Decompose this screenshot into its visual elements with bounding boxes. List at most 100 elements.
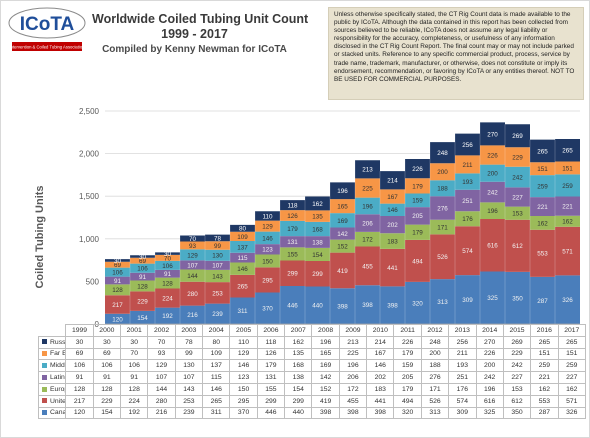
data-label: 196 bbox=[487, 208, 498, 215]
data-label: 171 bbox=[437, 224, 448, 231]
data-table-cell: 144 bbox=[147, 382, 176, 396]
data-table-year: 2011 bbox=[393, 324, 422, 337]
data-label: 224 bbox=[162, 295, 173, 302]
data-table-series-name: United States bbox=[37, 394, 67, 408]
data-table-row: Europe & Africa1281281281441431461501551… bbox=[37, 382, 587, 396]
data-table-cell: 128 bbox=[120, 382, 149, 396]
data-label: 30 bbox=[139, 254, 147, 261]
data-label: 30 bbox=[164, 251, 172, 258]
data-label: 91 bbox=[164, 271, 172, 278]
data-table-row: United States217229224280253265295299299… bbox=[37, 394, 587, 408]
legend-label: Latin America bbox=[50, 374, 65, 382]
data-table-cell: 200 bbox=[475, 359, 504, 373]
data-table-series-name: Canada bbox=[37, 406, 67, 420]
data-label: 159 bbox=[412, 198, 423, 205]
data-label: 162 bbox=[312, 201, 323, 208]
data-table-cell: 159 bbox=[393, 359, 422, 373]
legend-swatch bbox=[42, 351, 47, 357]
data-table-cell: 553 bbox=[530, 394, 559, 408]
y-tick-label: 2,000 bbox=[79, 150, 100, 159]
data-table-cell: 398 bbox=[338, 406, 368, 420]
data-label: 196 bbox=[362, 203, 373, 210]
data-table-cell: 259 bbox=[530, 359, 559, 373]
data-label: 131 bbox=[287, 239, 298, 246]
area-russia-cis-countries bbox=[105, 122, 580, 262]
data-table-cell: 309 bbox=[448, 406, 477, 420]
data-table-cell: 239 bbox=[174, 406, 204, 420]
data-table-cell: 70 bbox=[120, 347, 149, 361]
data-table-cell: 227 bbox=[557, 371, 587, 384]
logo-text: ICoTA bbox=[20, 14, 75, 35]
legend-swatch bbox=[42, 374, 47, 380]
data-label: 419 bbox=[337, 268, 348, 275]
data-table-cell: 494 bbox=[393, 394, 422, 408]
data-table-cell: 398 bbox=[366, 406, 395, 420]
data-label: 137 bbox=[237, 244, 248, 251]
data-label: 221 bbox=[562, 204, 573, 211]
data-table-corner bbox=[39, 325, 66, 337]
data-table-cell: 221 bbox=[530, 371, 559, 384]
data-label: 398 bbox=[387, 303, 398, 310]
data-table-row: Middle East10610610612913013714617916816… bbox=[37, 359, 587, 373]
data-table-cell: 196 bbox=[311, 335, 340, 349]
data-table-cell: 135 bbox=[284, 347, 313, 361]
legend-swatch bbox=[42, 386, 47, 392]
data-label: 93 bbox=[189, 243, 197, 250]
data-table-cell: 155 bbox=[256, 382, 286, 396]
data-table-year: 2006 bbox=[256, 324, 286, 337]
data-table-cell: 128 bbox=[92, 382, 122, 396]
data-table-cell: 265 bbox=[202, 394, 231, 408]
data-table-cell: 455 bbox=[338, 394, 368, 408]
data-table-cell: 188 bbox=[420, 359, 450, 373]
data-label: 326 bbox=[562, 297, 573, 304]
data-table-year: 2007 bbox=[284, 324, 313, 337]
y-tick-label: 500 bbox=[86, 277, 100, 286]
data-table-cell: 152 bbox=[311, 382, 340, 396]
data-table-cell: 196 bbox=[338, 359, 368, 373]
data-table-cell: 109 bbox=[202, 347, 231, 361]
chart-subtitle: Compiled by Kenny Newman for ICoTA bbox=[102, 44, 287, 55]
data-table-year: 2015 bbox=[502, 324, 532, 337]
data-label: 188 bbox=[437, 186, 448, 193]
data-table-year: 2016 bbox=[530, 324, 559, 337]
data-label: 221 bbox=[537, 204, 548, 211]
data-table-cell: 229 bbox=[502, 347, 532, 361]
data-table-cell: 574 bbox=[448, 394, 477, 408]
data-table-cell: 224 bbox=[120, 394, 149, 408]
legend-swatch bbox=[42, 398, 47, 404]
data-label: 143 bbox=[212, 273, 223, 280]
data-label: 269 bbox=[512, 133, 523, 140]
data-table-cell: 167 bbox=[366, 347, 395, 361]
data-table-year: 2005 bbox=[229, 324, 258, 337]
data-label: 229 bbox=[512, 154, 523, 161]
data-label: 192 bbox=[162, 313, 173, 320]
data-label: 165 bbox=[337, 204, 348, 211]
data-table-cell: 146 bbox=[229, 359, 258, 373]
data-label: 553 bbox=[537, 251, 548, 258]
data-table-series-name: Far East bbox=[37, 347, 67, 361]
data-table-series-name: Russia & CIS Countries bbox=[37, 335, 67, 349]
data-label: 287 bbox=[537, 298, 548, 305]
data-table-cell: 69 bbox=[65, 347, 94, 361]
data-label: 350 bbox=[512, 295, 523, 302]
data-label: 130 bbox=[212, 253, 223, 260]
data-label: 320 bbox=[412, 300, 423, 307]
data-table-cell: 320 bbox=[393, 406, 422, 420]
data-label: 227 bbox=[512, 194, 523, 201]
data-table-cell: 93 bbox=[147, 347, 176, 361]
data-table-cell: 69 bbox=[92, 347, 122, 361]
data-label: 226 bbox=[487, 152, 498, 159]
data-label: 259 bbox=[562, 183, 573, 190]
area-united-states bbox=[105, 219, 580, 314]
data-label: 455 bbox=[362, 263, 373, 270]
data-label: 162 bbox=[537, 220, 548, 227]
data-table-cell: 295 bbox=[229, 394, 258, 408]
data-label: 70 bbox=[189, 236, 197, 243]
data-table-cell: 99 bbox=[174, 347, 204, 361]
data-table-cell: 206 bbox=[338, 371, 368, 384]
legend-label: Russia & CIS Countries bbox=[50, 338, 66, 346]
data-label: 91 bbox=[114, 278, 122, 285]
data-table: 1999 2000 2001 2002 2003 2004 2005 2006 2007 2008… bbox=[37, 324, 587, 420]
data-table-year: 2014 bbox=[475, 324, 504, 337]
data-table-cell: 153 bbox=[502, 382, 532, 396]
